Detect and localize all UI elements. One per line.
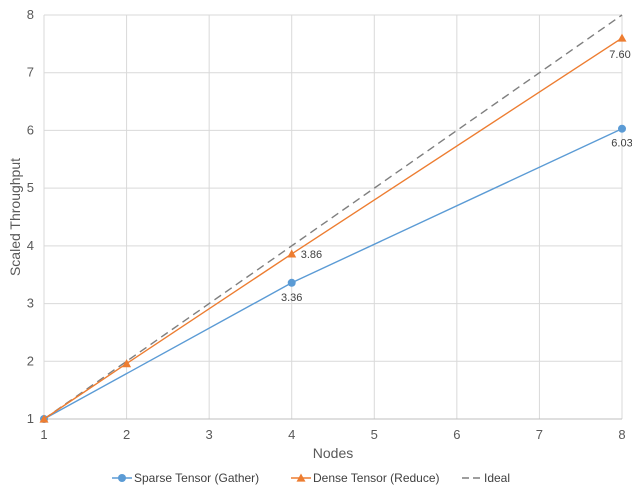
y-tick-label: 4 [27,238,34,253]
legend-marker [118,474,126,482]
series-2 [43,14,623,420]
data-label: 3.36 [281,292,302,304]
x-axis-title: Nodes [313,445,353,461]
x-tick-label: 2 [123,427,130,442]
legend-label: Sparse Tensor (Gather) [134,471,259,485]
x-tick-label: 6 [453,427,460,442]
data-point [617,33,627,42]
legend-marker [296,473,306,482]
legend-item-2: Ideal [462,471,510,485]
y-axis-title: Scaled Throughput [7,158,23,276]
x-tick-label: 5 [371,427,378,442]
y-tick-label: 8 [27,7,34,22]
data-label: 6.03 [611,138,632,150]
legend-label: Dense Tensor (Reduce) [313,471,440,485]
legend-label: Ideal [484,471,510,485]
tick-labels: 1 2 3 4 5 6 7 8 1 2 3 4 5 6 7 8 [27,7,626,442]
x-tick-label: 8 [618,427,625,442]
legend: Sparse Tensor (Gather) Dense Tensor (Redu… [112,471,510,485]
series-0 [40,124,626,423]
legend-item-0: Sparse Tensor (Gather) [112,471,259,485]
y-tick-label: 5 [27,180,34,195]
data-point [122,359,132,368]
y-tick-label: 2 [27,353,34,368]
y-tick-label: 3 [27,296,34,311]
grid [43,14,623,420]
data-point [39,414,49,423]
data-label: 3.86 [301,249,322,261]
x-tick-label: 1 [40,427,47,442]
series-line [43,14,623,420]
y-tick-label: 7 [27,65,34,80]
y-tick-label: 1 [27,411,34,426]
series-lines [39,14,627,423]
x-tick-label: 3 [206,427,213,442]
data-label: 7.60 [609,49,630,61]
data-point [287,249,297,258]
y-tick-label: 6 [27,122,34,137]
data-point [618,124,626,133]
data-labels: 3.36 6.03 3.86 7.60 [281,49,632,304]
series-line [43,37,623,420]
x-tick-label: 4 [288,427,295,442]
x-tick-label: 7 [536,427,543,442]
series-1 [39,33,627,423]
series-line [43,128,623,420]
legend-item-1: Dense Tensor (Reduce) [291,471,440,485]
data-point [287,278,296,287]
